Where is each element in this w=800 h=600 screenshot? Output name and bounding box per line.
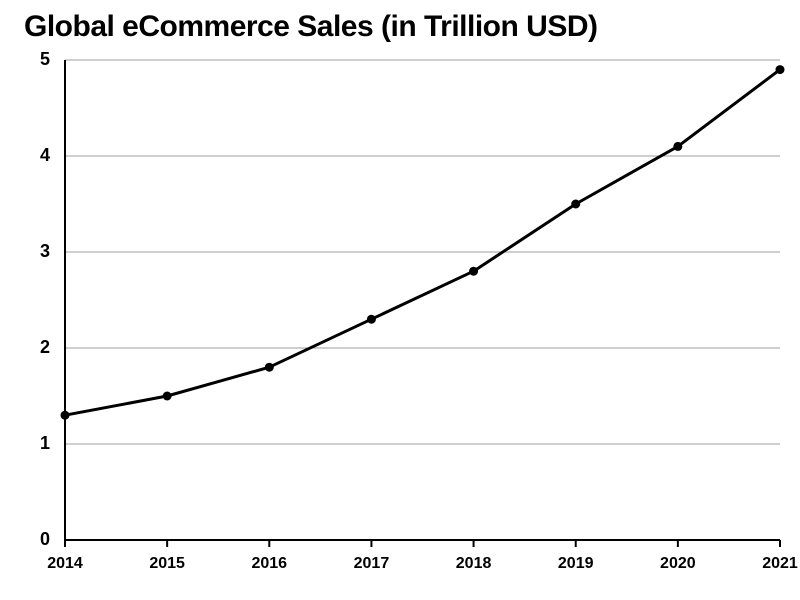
y-tick-label: 2 [40,337,50,357]
data-point [163,392,172,401]
x-tick-label: 2015 [149,555,185,572]
data-point [571,200,580,209]
y-tick-label: 1 [40,433,50,453]
data-point [265,363,274,372]
x-tick-label: 2014 [47,555,83,572]
x-tick-label: 2019 [558,555,594,572]
data-point [61,411,70,420]
x-tick-label: 2017 [354,555,390,572]
data-point [776,65,785,74]
line-chart: 0 1 2 3 4 5 2014 2015 2016 2017 2018 2019 2020 2021 [0,0,800,600]
data-point [367,315,376,324]
x-tick-label: 2020 [660,555,696,572]
y-tick-label: 4 [40,145,50,165]
x-tick-label: 2016 [251,555,287,572]
x-tick-label: 2021 [762,555,798,572]
x-tick-label: 2018 [456,555,492,572]
y-tick-label: 0 [40,529,50,549]
data-point [673,142,682,151]
series-line [65,70,780,416]
chart-container: Global eCommerce Sales (in Trillion USD)… [0,0,800,600]
data-point [469,267,478,276]
y-tick-label: 5 [40,49,50,69]
y-tick-label: 3 [40,241,50,261]
